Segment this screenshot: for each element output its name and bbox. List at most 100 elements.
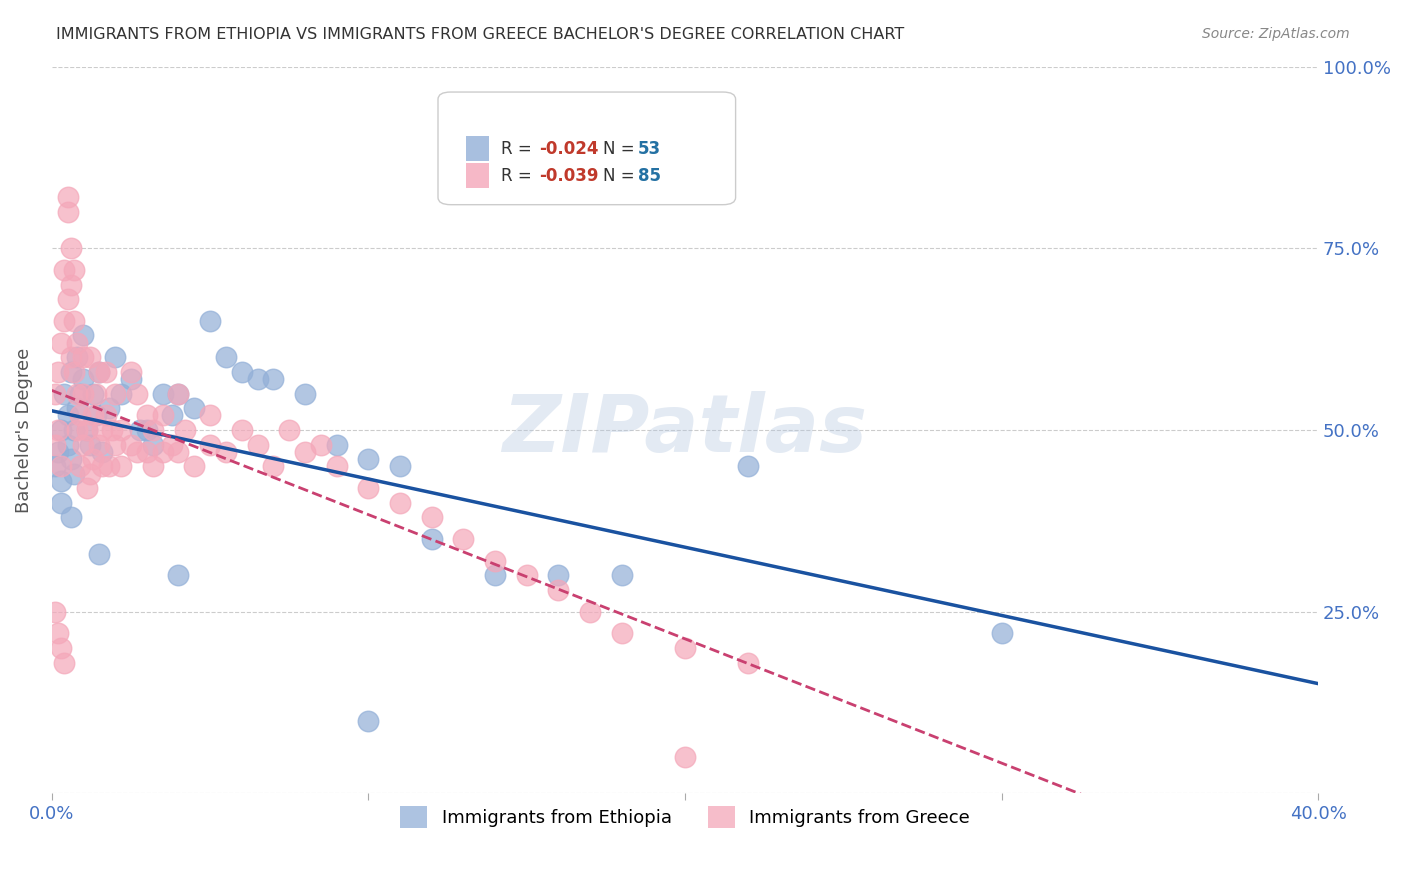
Point [388,496,411,510]
Point [51,335,73,350]
Point [142,459,165,474]
Point [89,437,111,451]
Point [135,423,157,437]
Point [547,568,569,582]
Point [142,423,165,437]
Point [56,205,79,219]
Point [246,372,269,386]
Point [278,423,301,437]
Point [51,459,73,474]
Point [120,372,142,386]
Point [547,582,569,597]
Point [215,351,238,365]
Text: Source: ZipAtlas.com: Source: ZipAtlas.com [1202,27,1350,41]
Point [97,401,120,416]
Point [59,510,82,524]
Point [89,547,111,561]
Point [46,626,69,640]
Point [484,554,506,568]
Point [215,444,238,458]
Point [59,452,82,467]
Point [63,365,86,379]
Point [51,474,73,488]
Point [69,409,91,423]
Point [167,386,190,401]
Bar [465,163,489,188]
Point [152,386,174,401]
Point [104,351,127,365]
Point [44,459,66,474]
Point [484,568,506,582]
Point [72,372,94,386]
Point [152,409,174,423]
Point [420,532,443,546]
Point [59,351,82,365]
Point [610,626,633,640]
Point [127,386,149,401]
Point [673,640,696,655]
Point [44,386,66,401]
Point [89,365,111,379]
Point [51,640,73,655]
Point [59,241,82,255]
Point [76,481,98,495]
Point [127,444,149,458]
Point [66,335,89,350]
Point [53,314,76,328]
Point [59,277,82,292]
Point [167,386,190,401]
Point [990,626,1012,640]
Point [737,459,759,474]
Text: R =: R = [502,167,537,185]
Point [79,467,101,481]
Point [325,437,347,451]
Point [104,437,127,451]
Point [63,423,86,437]
Point [453,532,475,546]
Point [66,386,89,401]
Point [135,444,157,458]
Point [110,459,132,474]
Point [63,467,86,481]
Point [101,423,124,437]
Point [53,263,76,277]
Text: R =: R = [502,140,537,158]
Point [59,365,82,379]
Point [56,437,79,451]
Point [673,750,696,764]
Point [120,437,142,451]
Point [63,263,86,277]
Point [84,386,107,401]
Point [357,714,380,728]
Point [120,365,142,379]
Point [46,423,69,437]
Point [610,568,633,582]
Point [63,314,86,328]
Text: N =: N = [603,140,640,158]
Point [79,437,101,451]
Point [72,437,94,451]
Point [84,409,107,423]
Point [142,437,165,451]
Point [46,444,69,458]
Point [231,423,253,437]
FancyBboxPatch shape [439,92,735,204]
Point [51,496,73,510]
Point [262,372,284,386]
Point [94,365,117,379]
Point [66,351,89,365]
Point [420,510,443,524]
Point [135,409,157,423]
Y-axis label: Bachelor's Degree: Bachelor's Degree [15,347,32,513]
Point [357,452,380,467]
Point [167,568,190,582]
Point [357,481,380,495]
Point [294,386,316,401]
Point [66,423,89,437]
Point [91,459,114,474]
Point [97,459,120,474]
Point [82,409,104,423]
Point [91,444,114,458]
Bar [465,136,489,161]
Point [79,351,101,365]
